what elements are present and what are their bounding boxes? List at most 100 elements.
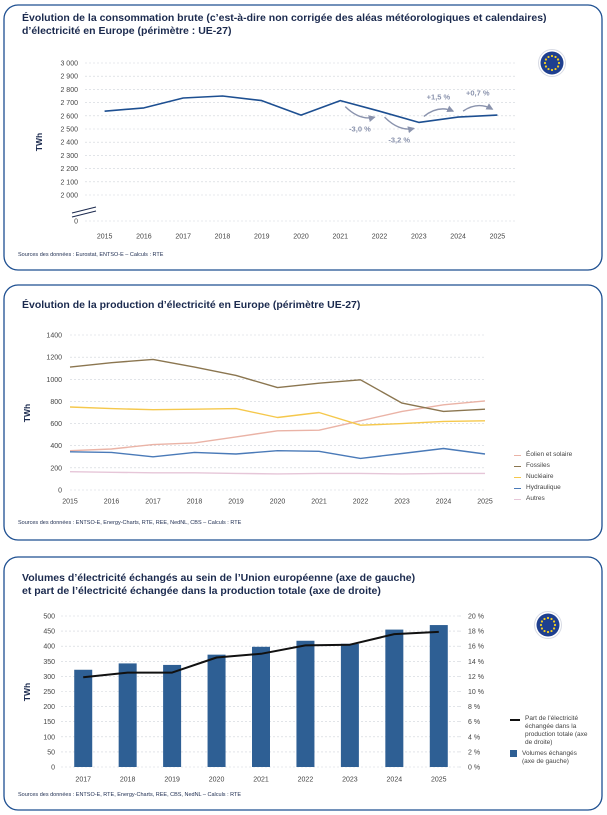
x-tick-label: 2022	[372, 234, 388, 241]
y2-tick-label: 14 %	[468, 659, 484, 666]
bar	[385, 629, 404, 767]
y-tick-label: 150	[43, 719, 55, 726]
y-axis-title: TWh	[34, 133, 44, 151]
x-tick-label: 2025	[431, 777, 447, 784]
x-tick-label: 2018	[187, 499, 203, 506]
y-tick-label: 0	[74, 219, 78, 226]
legend-swatch	[514, 488, 521, 489]
legend-item: Fossiles	[514, 462, 599, 470]
x-tick-label: 2022	[298, 777, 314, 784]
y-tick-label: 300	[43, 674, 55, 681]
legend-label: Volumes échangés (axe de gauche)	[522, 750, 577, 765]
sources: Sources des données : ENTSO-E, RTE, Ener…	[18, 792, 241, 798]
legend-label: Nucléaire	[526, 473, 554, 480]
series-line	[69, 406, 486, 426]
x-tick-label: 2017	[75, 777, 91, 784]
x-tick-label: 2023	[394, 499, 410, 506]
bar	[340, 643, 359, 767]
axis-break	[71, 206, 97, 214]
legend: Éolien et solaire Fossiles Nucléaire Hydrau…	[514, 451, 599, 506]
legend-swatch	[510, 719, 520, 721]
y-tick-label: 3 000	[60, 61, 78, 68]
y-tick-label: 2 300	[60, 153, 78, 160]
legend-item: Hydraulique	[514, 484, 599, 492]
bar	[296, 640, 315, 767]
x-tick-label: 2021	[253, 777, 269, 784]
panel	[3, 284, 603, 541]
axis-break	[71, 210, 97, 218]
y-tick-label: 0	[58, 488, 62, 495]
x-tick-label: 2023	[411, 234, 427, 241]
y-tick-label: 800	[50, 399, 62, 406]
x-tick-label: 2024	[450, 234, 466, 241]
y-tick-label: 500	[43, 614, 55, 621]
y2-tick-label: 12 %	[468, 674, 484, 681]
series-line	[83, 630, 439, 679]
x-tick-label: 2017	[145, 499, 161, 506]
x-tick-label: 2025	[490, 234, 506, 241]
x-tick-label: 2020	[270, 499, 286, 506]
x-tick-label: 2019	[164, 777, 180, 784]
x-tick-label: 2019	[228, 499, 244, 506]
y-tick-label: 600	[50, 421, 62, 428]
bar	[252, 646, 270, 767]
y-tick-label: 2 500	[60, 127, 78, 134]
annotation: +0,7 %	[466, 89, 490, 98]
legend-label: Autres	[526, 495, 545, 502]
x-tick-label: 2016	[136, 234, 152, 241]
chart-title: Volumes d’électricité échangés au sein d…	[22, 572, 415, 584]
y-axis-title: TWh	[22, 404, 32, 422]
y2-tick-label: 8 %	[468, 704, 480, 711]
bar	[163, 664, 182, 767]
sources: Sources des données : Eurostat, ENTSO-E …	[18, 252, 164, 258]
legend-label: Fossiles	[526, 462, 550, 469]
y-tick-label: 250	[43, 689, 55, 696]
x-tick-label: 2021	[311, 499, 327, 506]
x-tick-label: 2016	[104, 499, 120, 506]
panel	[3, 4, 603, 271]
chart-title: Évolution de la consommation brute (c’es…	[22, 11, 547, 24]
x-tick-label: 2024	[436, 499, 452, 506]
chart-title: d’électricité en Europe (périmètre : UE-…	[22, 25, 231, 37]
y-tick-label: 1400	[46, 333, 62, 340]
y-tick-label: 2 800	[60, 87, 78, 94]
legend-swatch	[514, 477, 521, 478]
x-tick-label: 2019	[254, 234, 270, 241]
y-tick-label: 50	[47, 749, 55, 756]
series-line	[69, 447, 486, 460]
x-tick-label: 2018	[120, 777, 136, 784]
y-tick-label: 450	[43, 629, 55, 636]
x-tick-label: 2022	[353, 499, 369, 506]
x-tick-label: 2024	[387, 777, 403, 784]
y-tick-label: 2 400	[60, 140, 78, 147]
legend-swatch	[514, 466, 521, 467]
y-tick-label: 200	[43, 704, 55, 711]
bar	[74, 669, 93, 767]
bar	[429, 625, 448, 767]
legend: Part de l’électricité échangée dans la p…	[510, 715, 590, 769]
eu-flag	[534, 611, 562, 639]
y-tick-label: 1200	[46, 355, 62, 362]
annotation: +1,5 %	[427, 92, 451, 101]
y-tick-label: 100	[43, 734, 55, 741]
legend-item: Volumes échangés (axe de gauche)	[510, 750, 590, 766]
y-tick-label: 2 900	[60, 74, 78, 81]
panel	[3, 556, 603, 811]
bar	[118, 663, 137, 767]
legend-swatch	[510, 750, 517, 757]
annotation: -3,2 %	[388, 135, 410, 144]
legend-label: Éolien et solaire	[526, 451, 573, 458]
eu-flag	[538, 49, 566, 77]
y2-tick-label: 4 %	[468, 734, 480, 741]
sources: Sources des données : ENTSO-E, Energy-Ch…	[18, 520, 242, 526]
y-tick-label: 2 700	[60, 100, 78, 107]
x-tick-label: 2017	[175, 234, 191, 241]
y-tick-label: 400	[43, 644, 55, 651]
chart-title: Évolution de la production d’électricité…	[22, 298, 360, 311]
legend-item: Nucléaire	[514, 473, 599, 481]
series-line	[69, 471, 485, 475]
x-tick-label: 2023	[342, 777, 358, 784]
x-tick-label: 2015	[97, 234, 113, 241]
